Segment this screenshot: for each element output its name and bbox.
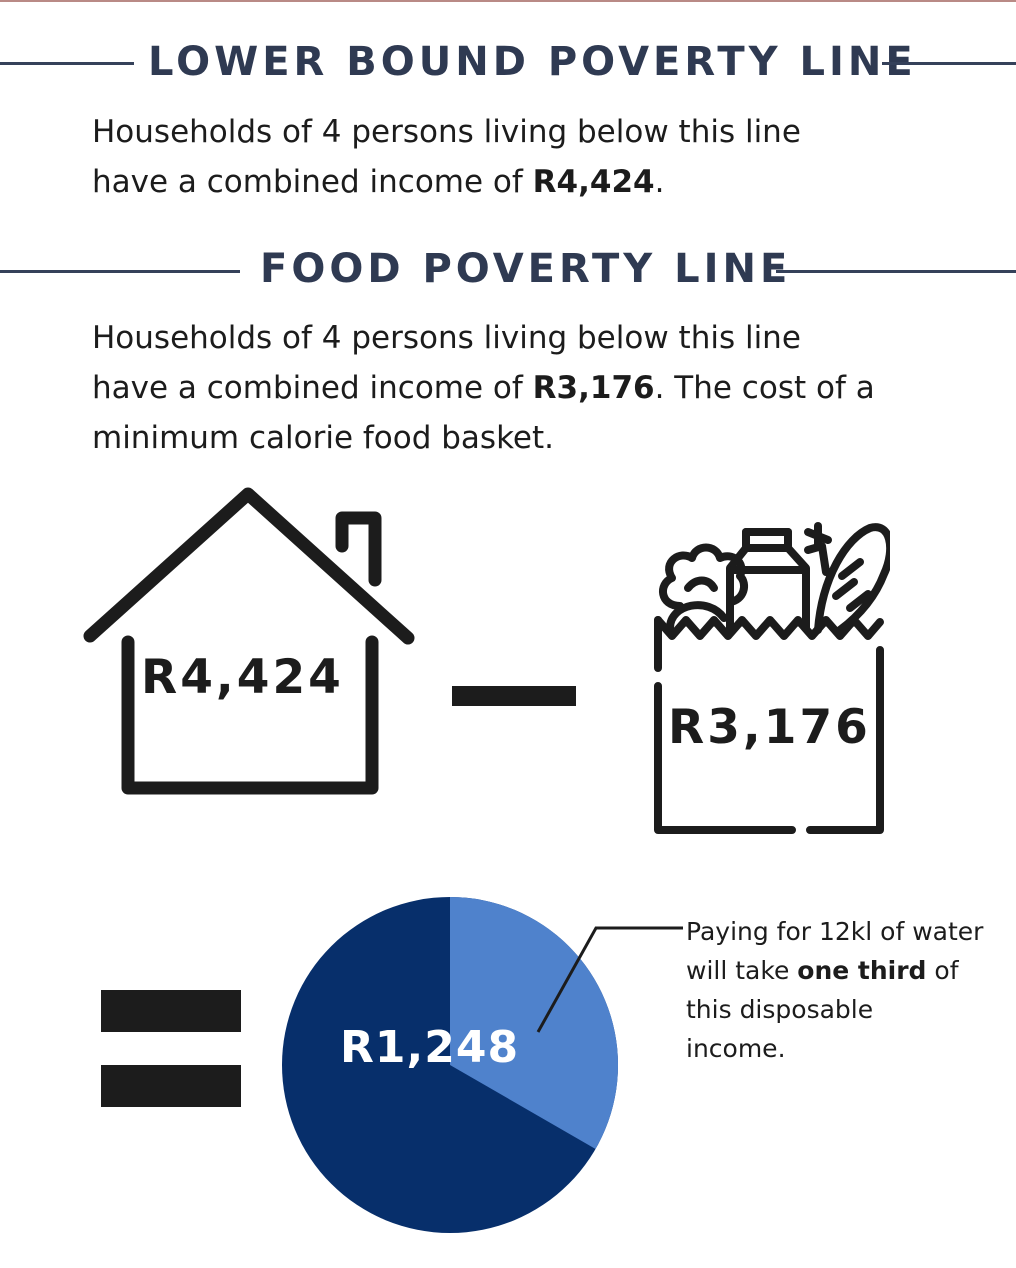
callout-line4: income. (686, 1034, 786, 1063)
food-heading: FOOD POVERTY LINE (260, 246, 792, 292)
callout-leader-line (536, 926, 683, 1033)
pie-slice-water (450, 897, 619, 1149)
basket-amount: R3,176 (668, 700, 871, 755)
lower-bound-line1: Households of 4 persons living below thi… (92, 114, 801, 150)
house-amount: R4,424 (141, 650, 344, 705)
callout-line3: this disposable (686, 995, 874, 1024)
callout-line1: Paying for 12kl of water (686, 917, 984, 946)
equals-icon-top-bar (101, 990, 241, 1032)
lower-bound-description: Households of 4 persons living below thi… (92, 107, 801, 207)
lower-bound-heading: LOWER BOUND POVERTY LINE (148, 39, 917, 85)
food-amount: R3,176 (532, 370, 655, 406)
food-description: Households of 4 persons living below thi… (92, 313, 875, 463)
minus-icon (452, 686, 576, 706)
food-line3: minimum calorie food basket. (92, 420, 555, 456)
callout-line2-suffix: of (926, 956, 959, 985)
food-line1: Households of 4 persons living below thi… (92, 320, 801, 356)
disposable-income-pie (282, 897, 619, 1233)
heading-rule-right (882, 62, 1016, 65)
lower-bound-line2-prefix: have a combined income of (92, 164, 533, 200)
heading-rule-right (776, 270, 1016, 273)
top-border (0, 0, 1016, 2)
lower-bound-line2-suffix: . (654, 164, 665, 200)
callout-line2-prefix: will take (686, 956, 798, 985)
water-callout: Paying for 12kl of water will take one t… (686, 912, 1011, 1068)
callout-emphasis: one third (797, 956, 927, 985)
food-line2-prefix: have a combined income of (92, 370, 533, 406)
food-line2-suffix: . The cost of a (654, 370, 875, 406)
heading-rule-left (0, 62, 134, 65)
equals-icon-bottom-bar (101, 1065, 241, 1107)
lower-bound-amount: R4,424 (532, 164, 655, 200)
house-icon (83, 487, 415, 795)
result-amount: R1,248 (340, 1022, 520, 1073)
heading-rule-left (0, 270, 240, 273)
grocery-bag-icon (654, 522, 890, 834)
